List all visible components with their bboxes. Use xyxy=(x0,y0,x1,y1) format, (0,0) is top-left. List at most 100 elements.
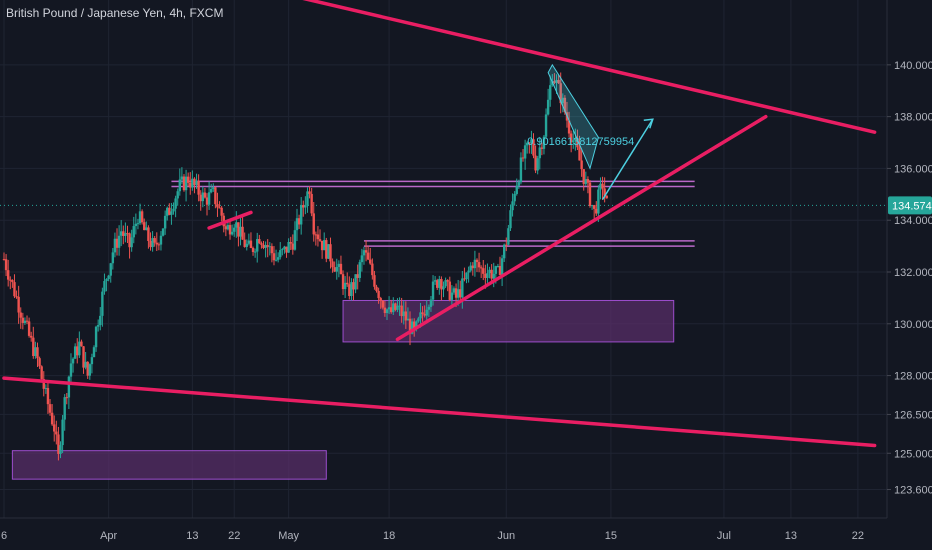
candle-body xyxy=(90,357,94,365)
candle-body xyxy=(103,281,106,292)
candle-body xyxy=(149,240,152,248)
candle-body xyxy=(325,240,328,259)
candle-body xyxy=(502,244,506,259)
candle-body xyxy=(107,275,110,280)
candle-body xyxy=(442,286,445,290)
candle-body xyxy=(314,234,318,236)
candle-body xyxy=(82,346,85,368)
candle-body xyxy=(590,205,594,207)
candle-body xyxy=(373,275,376,287)
candle-body xyxy=(59,445,62,454)
candle-body xyxy=(521,157,525,159)
candle-body xyxy=(159,235,163,245)
candle-body xyxy=(375,286,378,291)
candle-body xyxy=(421,312,424,314)
short-trendline xyxy=(207,210,253,230)
candle-body xyxy=(318,239,322,241)
candle-body xyxy=(84,361,87,368)
candle-body xyxy=(157,244,161,246)
candle-body xyxy=(218,207,221,209)
candle-body xyxy=(233,227,236,232)
candle-body xyxy=(235,222,238,228)
candle-body xyxy=(25,320,29,322)
candle-body xyxy=(433,280,437,282)
candle-body xyxy=(576,138,579,148)
candle-body xyxy=(126,233,129,235)
time-axis xyxy=(0,518,932,550)
candle-body xyxy=(488,269,491,274)
candle-body xyxy=(496,265,500,267)
candle-body xyxy=(498,265,502,275)
candle-body xyxy=(205,197,209,205)
candle-body xyxy=(99,315,102,326)
candle-body xyxy=(417,318,420,322)
candle-body xyxy=(94,326,98,348)
y-tick-label: 123.600 xyxy=(894,485,932,497)
candle-body xyxy=(339,263,343,275)
current-price-badge xyxy=(888,196,932,215)
candle-body xyxy=(335,266,338,272)
candle-body xyxy=(482,268,485,274)
candle-body xyxy=(369,259,372,264)
x-tick-label: Apr xyxy=(100,530,117,542)
candle-body xyxy=(220,207,223,216)
candle-body xyxy=(366,252,370,260)
candle-body xyxy=(337,263,341,267)
candle-body xyxy=(283,246,286,250)
candle-body xyxy=(569,133,573,143)
candle-body xyxy=(465,272,468,280)
candle-body xyxy=(364,250,368,253)
candle-body xyxy=(486,273,489,278)
candle-body xyxy=(595,208,598,214)
candle-body xyxy=(182,176,186,191)
x-tick-label: 13 xyxy=(785,530,797,542)
candle-body xyxy=(184,176,188,191)
candle-body xyxy=(19,312,22,318)
candle-body xyxy=(186,176,190,183)
candle-body xyxy=(134,223,138,227)
candle-body xyxy=(425,309,428,316)
candle-body xyxy=(584,179,588,184)
candle-body xyxy=(446,280,449,282)
candle-body xyxy=(592,205,596,209)
candle-body xyxy=(61,419,64,446)
candle-body xyxy=(396,305,399,310)
candle-body xyxy=(67,376,71,398)
candle-body xyxy=(549,85,552,100)
candle-body xyxy=(243,239,246,247)
candle-body xyxy=(36,347,39,359)
candle-body xyxy=(500,258,504,275)
candle-body xyxy=(438,279,441,288)
candle-body xyxy=(78,341,81,356)
candle-body xyxy=(329,244,332,262)
y-tick-label: 125.000 xyxy=(894,448,932,460)
candle-body xyxy=(48,404,52,413)
candle-body xyxy=(559,83,562,104)
candle-body xyxy=(299,205,303,225)
candle-body xyxy=(398,305,401,307)
candle-body xyxy=(32,337,35,357)
candle-body xyxy=(331,261,334,268)
candle-body xyxy=(128,233,131,248)
support-zone xyxy=(11,450,327,480)
x-tick-label: 13 xyxy=(186,530,198,542)
candle-body xyxy=(228,225,232,235)
candle-body xyxy=(588,182,592,206)
candle-body xyxy=(88,364,92,376)
candle-body xyxy=(124,233,127,236)
candle-body xyxy=(30,335,33,338)
candle-body xyxy=(410,321,414,334)
candle-body xyxy=(467,270,470,273)
candle-body xyxy=(145,227,148,231)
candle-body xyxy=(383,307,387,314)
candle-body xyxy=(461,278,464,298)
candle-body xyxy=(9,279,12,281)
candle-body xyxy=(50,412,54,425)
candle-body xyxy=(132,226,135,238)
candle-body xyxy=(528,142,531,144)
candle-body xyxy=(544,114,548,137)
candle-body xyxy=(27,321,31,336)
candle-body xyxy=(454,288,458,298)
candle-body xyxy=(249,240,253,248)
